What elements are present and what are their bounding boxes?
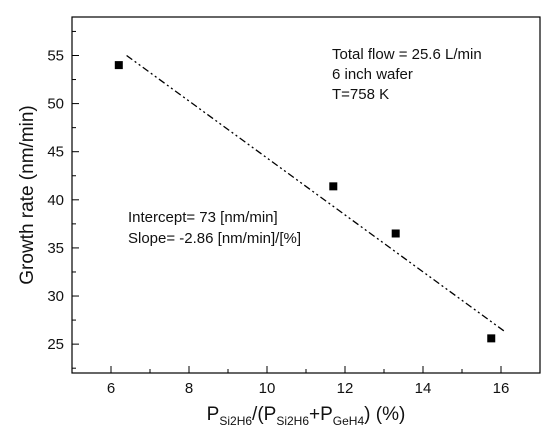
- y-tick-label: 50: [47, 96, 64, 113]
- annotation-total-flow: Total flow = 25.6 L/min: [332, 46, 482, 63]
- y-tick-label: 35: [47, 240, 64, 257]
- x-title-p1: P: [207, 404, 220, 425]
- x-tick-label: 12: [337, 380, 354, 397]
- x-title-sub2: Si2H6: [276, 414, 309, 428]
- data-point: [114, 61, 123, 70]
- plot-frame: [71, 16, 541, 374]
- y-axis-ticks: 25 30 35 40 45 50 55: [47, 30, 79, 369]
- y-tick-label: 55: [47, 47, 64, 64]
- data-point: [391, 229, 400, 238]
- y-tick-label: 30: [47, 288, 64, 305]
- y-tick-label: 40: [47, 192, 64, 209]
- x-tick-label: 16: [493, 380, 510, 397]
- annotation-wafer: 6 inch wafer: [332, 66, 413, 83]
- x-tick-label: 10: [259, 380, 276, 397]
- x-title-end: ) (%): [364, 404, 405, 425]
- y-tick-label: 45: [47, 144, 64, 161]
- data-point: [487, 334, 496, 343]
- x-tick-label: 6: [107, 380, 115, 397]
- x-title-sub1: Si2H6: [219, 414, 252, 428]
- fit-line: [126, 54, 506, 333]
- y-tick-label: 25: [47, 336, 64, 353]
- y-axis-title: Growth rate (nm/min): [17, 105, 38, 284]
- x-title-mid: /(P: [252, 404, 276, 425]
- x-title-plus: +P: [309, 404, 333, 425]
- data-point: [329, 182, 338, 191]
- data-points: [114, 61, 496, 343]
- x-title-sub3: GeH4: [333, 414, 365, 428]
- x-axis-title: PSi2H6/(PSi2H6+PGeH4) (%): [207, 404, 406, 428]
- x-tick-label: 14: [415, 380, 432, 397]
- annotation-slope: Slope= -2.86 [nm/min]/[%]: [128, 230, 301, 247]
- x-axis-ticks: 6 8 10 12 14 16: [71, 366, 541, 397]
- annotation-intercept: Intercept= 73 [nm/min]: [128, 209, 278, 226]
- x-tick-label: 8: [185, 380, 193, 397]
- annotation-temperature: T=758 K: [332, 86, 389, 103]
